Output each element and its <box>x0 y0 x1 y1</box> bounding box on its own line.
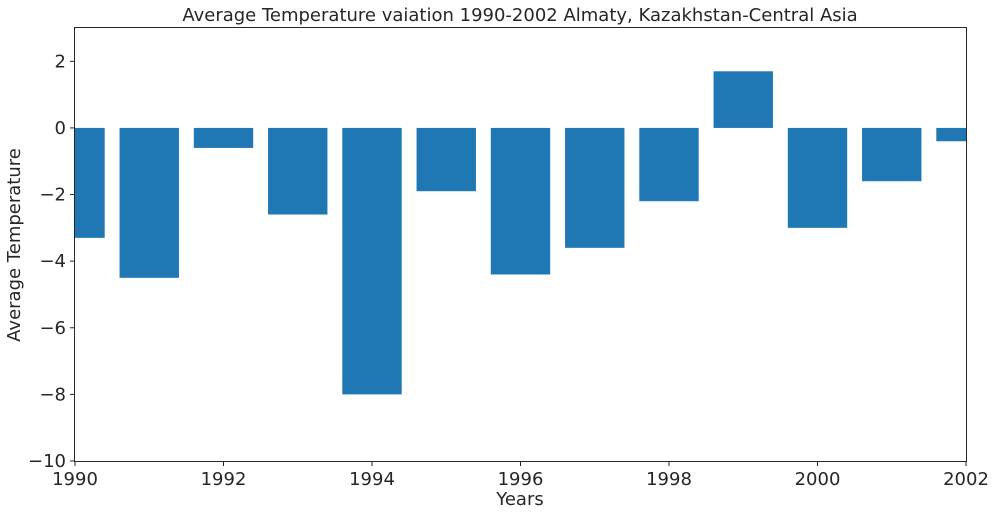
bar-2001 <box>862 127 922 182</box>
bar-1992 <box>193 127 254 148</box>
bar-1991 <box>119 127 179 278</box>
x-tick-label: 2000 <box>795 469 841 490</box>
bar-1995 <box>416 127 476 192</box>
y-tick-label: −6 <box>39 318 66 339</box>
x-tick-label: 1998 <box>646 469 692 490</box>
y-tick-label: 0 <box>55 118 66 139</box>
y-tick-label: −2 <box>39 185 66 206</box>
bars-group <box>75 71 966 395</box>
bar-1990 <box>75 127 105 238</box>
bar-1999 <box>713 71 773 128</box>
y-axis: −10 −8 −6 −4 −2 0 2 <box>28 51 75 472</box>
bar-1993 <box>268 127 328 215</box>
y-tick-label: −8 <box>39 384 66 405</box>
y-tick-label: −4 <box>39 251 66 272</box>
bar-1998 <box>639 127 699 202</box>
y-tick-label: 2 <box>55 51 66 72</box>
bar-2002 <box>936 127 966 142</box>
x-tick-label: 1996 <box>498 469 544 490</box>
y-axis-label: Average Temperature <box>4 148 25 342</box>
x-tick-label: 2002 <box>943 469 989 490</box>
x-tick-label: 1990 <box>52 469 98 490</box>
bar-1997 <box>565 127 625 248</box>
x-axis: 1990 1992 1994 1996 1998 2000 2002 <box>52 461 989 490</box>
bar-1994 <box>342 127 402 395</box>
y-tick-label: −10 <box>28 451 66 472</box>
x-axis-label: Years <box>495 489 544 510</box>
bar-2000 <box>787 127 848 228</box>
chart-title: Average Temperature vaiation 1990-2002 A… <box>182 5 857 26</box>
x-tick-label: 1994 <box>349 469 395 490</box>
x-tick-label: 1992 <box>201 469 247 490</box>
bar-1996 <box>490 127 551 275</box>
